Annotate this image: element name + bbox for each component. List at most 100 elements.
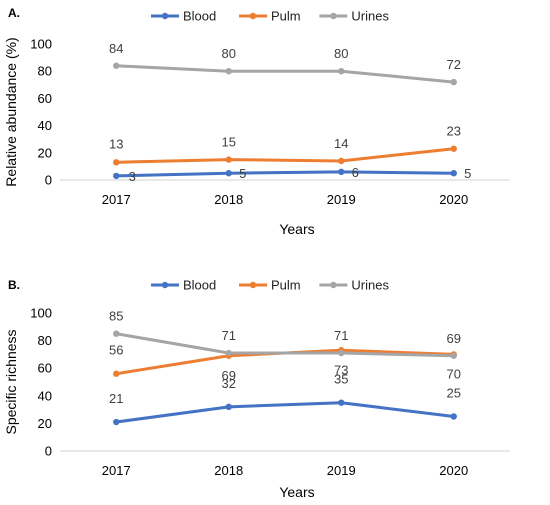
legend-item-urines: Urines bbox=[319, 278, 389, 293]
data-point-blood bbox=[450, 170, 457, 177]
legend-marker bbox=[161, 12, 169, 20]
legend-label: Urines bbox=[351, 9, 389, 24]
x-tick-label: 2019 bbox=[327, 463, 356, 478]
data-point-pulm bbox=[338, 157, 345, 165]
data-point-urines bbox=[225, 349, 232, 357]
x-tick-label: 2017 bbox=[102, 463, 131, 478]
data-point-blood bbox=[225, 170, 232, 177]
data-label-pulm: 13 bbox=[109, 136, 123, 151]
data-point-urines bbox=[338, 349, 345, 357]
y-tick-label: 100 bbox=[30, 37, 52, 52]
data-point-blood bbox=[225, 403, 232, 411]
x-axis-title-b: Years bbox=[279, 484, 314, 500]
data-label-pulm: 56 bbox=[109, 343, 123, 358]
x-tick-label: 2018 bbox=[214, 463, 243, 478]
x-tick-label: 2019 bbox=[327, 192, 356, 207]
series-line-pulm bbox=[114, 147, 456, 164]
data-point-urines bbox=[450, 78, 457, 86]
y-tick-label: 0 bbox=[45, 173, 52, 188]
data-point-blood bbox=[113, 418, 120, 426]
data-label-urines: 69 bbox=[447, 331, 461, 346]
data-label-blood: 35 bbox=[334, 372, 348, 387]
data-point-urines bbox=[225, 68, 232, 75]
data-point-blood bbox=[450, 413, 457, 420]
legend-label: Blood bbox=[183, 278, 216, 293]
y-tick-label: 20 bbox=[38, 416, 52, 431]
axes-b: 0 20 40 60 80 100 2017 2018 2019 2020 bbox=[30, 306, 510, 478]
y-tick-label: 60 bbox=[38, 91, 52, 106]
data-label-pulm: 15 bbox=[222, 135, 236, 150]
y-tick-label: 80 bbox=[38, 333, 52, 348]
y-tick-label: 100 bbox=[30, 306, 52, 321]
data-point-urines bbox=[113, 62, 120, 69]
series-line-urines bbox=[114, 64, 456, 84]
y-axis-title-b: Specific richness bbox=[3, 329, 19, 434]
data-point-urines bbox=[450, 352, 457, 359]
legend-label: Urines bbox=[351, 278, 389, 293]
data-label-blood: 32 bbox=[222, 376, 236, 391]
data-point-urines bbox=[113, 330, 120, 337]
data-point-pulm bbox=[450, 145, 457, 152]
data-label-blood: 6 bbox=[352, 165, 359, 180]
legend-a: Blood Pulm Urines bbox=[151, 9, 389, 24]
data-label-urines: 71 bbox=[222, 328, 236, 343]
data-label-pulm: 70 bbox=[447, 366, 461, 381]
data-label-pulm: 73 bbox=[334, 362, 348, 377]
series-line-blood bbox=[114, 170, 456, 178]
x-tick-label: 2017 bbox=[102, 192, 131, 207]
data-label-urines: 84 bbox=[109, 41, 123, 56]
data-point-urines bbox=[338, 68, 345, 75]
data-label-urines: 80 bbox=[222, 46, 236, 61]
legend-marker bbox=[330, 12, 337, 20]
chart-panel-b: B. Blood Pulm Urines 0 20 40 60 80 100 2017 2018 2… bbox=[3, 278, 510, 500]
series-marks-a: 3 5 6 5 13 15 14 23 84 80 80 72 bbox=[109, 41, 471, 184]
x-tick-label: 2018 bbox=[214, 192, 243, 207]
legend-b: Blood Pulm Urines bbox=[151, 278, 389, 293]
data-point-blood bbox=[338, 168, 345, 176]
series-line-urines bbox=[114, 332, 456, 358]
legend-marker bbox=[330, 281, 337, 289]
data-label-blood: 3 bbox=[129, 169, 136, 184]
legend-item-blood: Blood bbox=[151, 278, 216, 293]
y-tick-label: 80 bbox=[38, 64, 52, 79]
data-label-pulm: 23 bbox=[447, 124, 461, 139]
legend-marker bbox=[249, 12, 257, 20]
panel-label-a: A. bbox=[8, 6, 20, 20]
data-label-urines: 80 bbox=[334, 46, 348, 61]
legend-marker bbox=[249, 281, 257, 289]
chart-panel-a: A. Blood Pulm Urines 0 20 40 60 80 100 2017 2018 2… bbox=[3, 6, 510, 237]
y-tick-label: 40 bbox=[38, 118, 52, 133]
data-point-blood bbox=[113, 172, 120, 180]
data-label-blood: 21 bbox=[109, 391, 123, 406]
data-label-blood: 25 bbox=[447, 386, 461, 401]
data-label-urines: 71 bbox=[334, 328, 348, 343]
x-tick-label: 2020 bbox=[439, 463, 468, 478]
series-marks-b: 21 32 35 25 56 69 73 70 85 71 71 69 bbox=[109, 309, 461, 426]
data-label-urines: 85 bbox=[109, 309, 123, 324]
data-label-blood: 5 bbox=[464, 166, 471, 181]
data-point-pulm bbox=[225, 156, 232, 163]
legend-label: Pulm bbox=[271, 9, 301, 24]
y-tick-label: 60 bbox=[38, 361, 52, 376]
data-label-pulm: 69 bbox=[222, 368, 236, 383]
data-point-pulm bbox=[113, 159, 120, 166]
axes-a: 0 20 40 60 80 100 2017 2018 2019 2020 bbox=[30, 37, 510, 207]
data-label-blood: 5 bbox=[239, 166, 246, 181]
y-tick-label: 40 bbox=[38, 388, 52, 403]
y-tick-label: 0 bbox=[45, 444, 52, 459]
y-tick-label: 20 bbox=[38, 145, 52, 160]
data-label-pulm: 14 bbox=[334, 136, 348, 151]
panel-label-b: B. bbox=[8, 278, 20, 292]
legend-label: Pulm bbox=[271, 278, 301, 293]
x-tick-label: 2020 bbox=[439, 192, 468, 207]
legend-item-pulm: Pulm bbox=[239, 9, 301, 24]
legend-marker bbox=[161, 281, 169, 289]
legend-item-blood: Blood bbox=[151, 9, 216, 24]
data-label-urines: 72 bbox=[447, 57, 461, 72]
legend-label: Blood bbox=[183, 9, 216, 24]
data-point-pulm bbox=[113, 370, 120, 377]
data-point-blood bbox=[338, 399, 345, 406]
y-axis-title-a: Relative abundance (%) bbox=[3, 37, 19, 186]
legend-item-urines: Urines bbox=[319, 9, 389, 24]
